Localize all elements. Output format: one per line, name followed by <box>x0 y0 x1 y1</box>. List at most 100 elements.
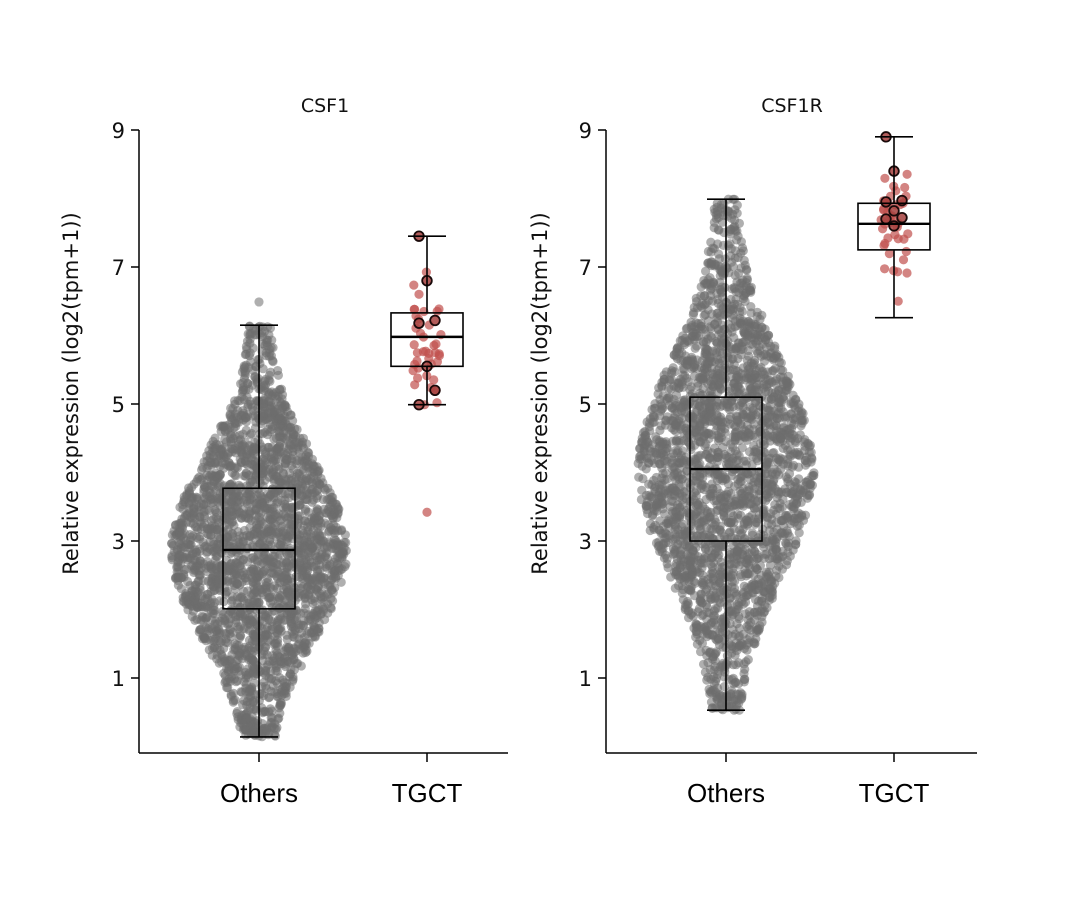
data-point <box>651 499 661 509</box>
data-point <box>266 712 276 723</box>
y-axis-label: Relative expression (log2(tpm+1)) <box>528 212 552 574</box>
data-point <box>691 471 702 481</box>
data-point <box>306 529 316 539</box>
data-point <box>678 364 688 374</box>
data-point <box>334 563 344 573</box>
data-point <box>785 424 795 434</box>
data-point <box>713 417 723 427</box>
data-point <box>219 421 229 431</box>
data-point <box>245 396 255 406</box>
data-point <box>220 575 230 585</box>
data-point <box>280 459 291 469</box>
data-point <box>203 626 214 636</box>
data-point <box>238 567 248 578</box>
data-point <box>745 285 755 295</box>
data-point <box>776 528 786 538</box>
data-point <box>723 517 734 528</box>
data-point <box>638 474 648 484</box>
data-point <box>743 655 753 665</box>
data-point <box>260 383 270 393</box>
data-point <box>748 405 759 415</box>
data-point <box>274 428 284 438</box>
data-point <box>772 565 782 575</box>
data-point <box>188 492 198 502</box>
data-point <box>261 666 271 677</box>
data-point <box>431 339 441 349</box>
data-point <box>675 336 685 346</box>
data-point <box>226 439 236 449</box>
data-point <box>307 561 317 571</box>
data-point <box>247 553 257 563</box>
data-point <box>705 322 715 332</box>
data-point <box>696 390 706 401</box>
data-point <box>220 677 230 688</box>
data-point <box>167 538 177 548</box>
data-point <box>199 500 209 510</box>
data-point <box>275 420 285 430</box>
data-point <box>682 356 692 366</box>
data-point <box>256 531 266 541</box>
data-point <box>240 370 250 380</box>
data-point <box>269 723 279 733</box>
data-point <box>244 635 255 645</box>
data-point <box>238 378 248 388</box>
data-point <box>680 395 690 405</box>
data-point <box>176 584 186 594</box>
data-point <box>251 362 261 372</box>
data-point <box>189 595 199 606</box>
data-point <box>267 624 277 635</box>
data-point <box>265 419 275 429</box>
data-point <box>245 338 255 348</box>
data-point <box>252 716 263 726</box>
data-point <box>273 573 283 583</box>
data-point <box>787 433 797 443</box>
data-point <box>266 367 276 377</box>
data-point <box>328 588 338 598</box>
data-point <box>196 563 206 573</box>
y-tick-label: 1 <box>112 667 125 691</box>
data-point <box>311 506 321 517</box>
boxplot-tgct <box>390 235 464 406</box>
data-point <box>300 638 310 648</box>
data-point <box>189 504 199 514</box>
data-point <box>270 520 280 530</box>
data-point <box>235 454 245 464</box>
data-point <box>222 532 232 542</box>
chart-title: CSF1R <box>761 95 823 117</box>
data-point <box>207 650 217 660</box>
data-point <box>171 573 181 583</box>
data-point <box>220 628 230 639</box>
data-point <box>209 585 220 596</box>
data-point <box>220 670 230 681</box>
data-point <box>260 340 270 351</box>
data-point <box>754 596 764 606</box>
data-point <box>770 376 780 386</box>
data-point <box>178 504 188 514</box>
data-point <box>241 468 251 478</box>
data-point <box>700 667 711 677</box>
data-point <box>226 689 236 700</box>
data-point <box>286 410 296 420</box>
data-point <box>228 627 238 638</box>
data-point <box>219 487 229 497</box>
data-point <box>729 524 739 534</box>
data-point <box>766 341 776 351</box>
data-point <box>212 508 222 518</box>
data-point <box>734 218 745 228</box>
data-point <box>276 614 286 624</box>
data-point <box>188 606 198 616</box>
data-point <box>706 247 716 257</box>
data-point <box>746 302 756 312</box>
data-point <box>429 375 439 385</box>
data-point <box>310 574 321 584</box>
data-point <box>281 570 291 580</box>
data-point <box>759 440 769 450</box>
data-point <box>236 445 246 455</box>
data-point <box>671 436 681 446</box>
data-point <box>250 423 260 433</box>
data-point <box>205 453 215 463</box>
data-point <box>230 584 240 594</box>
data-point <box>740 260 750 270</box>
data-point <box>807 453 817 463</box>
